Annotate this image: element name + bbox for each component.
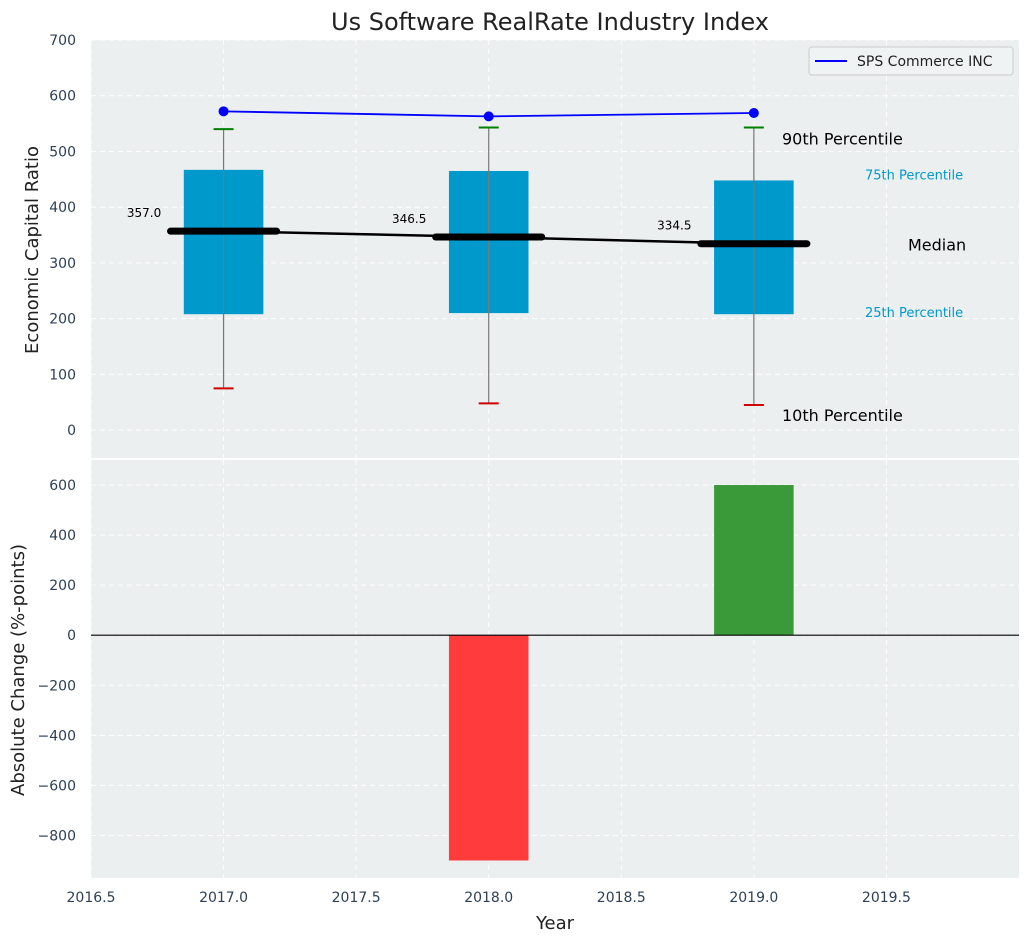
box-plots: 357.0 346.5 334.5 xyxy=(127,126,811,407)
x-tick-label: 2017.5 xyxy=(332,890,381,906)
bottom-y-ticks: −800 −600 −400 −200 0 200 400 600 xyxy=(38,478,76,844)
chart-title: Us Software RealRate Industry Index xyxy=(331,8,769,36)
company-series xyxy=(218,106,759,122)
top-y-tick-label: 0 xyxy=(67,423,76,439)
top-y-tick-label: 200 xyxy=(49,312,76,328)
top-panel: 0 100 200 300 400 500 600 700 357.0 346.5 334.5 9… xyxy=(22,33,1019,458)
annotation-median: Median xyxy=(908,236,966,255)
x-tick-label: 2018.5 xyxy=(597,890,646,906)
legend-label: SPS Commerce INC xyxy=(857,54,993,70)
bottom-y-axis-label: Absolute Change (%-points) xyxy=(8,544,29,796)
median-value-label: 346.5 xyxy=(392,212,426,226)
x-tick-label: 2018.0 xyxy=(464,890,513,906)
x-tick-label: 2017.0 xyxy=(199,890,248,906)
bottom-y-tick-label: −600 xyxy=(38,778,76,794)
x-tick-label: 2016.5 xyxy=(67,890,116,906)
change-bar-2018 xyxy=(448,635,529,861)
median-value-label: 334.5 xyxy=(657,219,691,233)
legend: SPS Commerce INC xyxy=(808,46,1014,76)
x-tick-label: 2019.5 xyxy=(862,890,911,906)
bottom-y-tick-label: −400 xyxy=(38,728,76,744)
change-bar-2019 xyxy=(714,485,794,636)
median-value-label: 357.0 xyxy=(127,206,161,220)
top-gridlines xyxy=(90,39,1019,458)
x-axis-label: Year xyxy=(535,913,575,934)
bottom-y-tick-label: 0 xyxy=(67,628,76,644)
box-2019: 334.5 xyxy=(657,126,811,407)
x-tick-label: 2019.0 xyxy=(729,890,778,906)
annotation-p75: 75th Percentile xyxy=(865,168,963,183)
annotation-p25: 25th Percentile xyxy=(865,306,963,321)
bottom-y-tick-label: 600 xyxy=(49,478,76,494)
top-y-tick-label: 500 xyxy=(49,144,76,160)
top-y-axis-label: Economic Capital Ratio xyxy=(22,146,43,354)
bottom-y-tick-label: −200 xyxy=(38,678,76,694)
annotation-p10: 10th Percentile xyxy=(782,406,903,425)
company-series-point xyxy=(483,111,494,122)
bottom-y-tick-label: −800 xyxy=(38,828,76,844)
bottom-y-tick-label: 400 xyxy=(49,528,76,544)
median-trend xyxy=(223,229,754,245)
top-y-ticks: 0 100 200 300 400 500 600 700 xyxy=(49,33,76,439)
top-y-tick-label: 100 xyxy=(49,367,76,383)
annotation-p90: 90th Percentile xyxy=(782,130,903,149)
change-bars xyxy=(448,485,794,861)
company-series-point xyxy=(218,106,229,117)
top-y-tick-label: 300 xyxy=(49,256,76,272)
bottom-y-tick-label: 200 xyxy=(49,578,76,594)
percentile-annotations: 90th Percentile 75th Percentile Median 2… xyxy=(782,130,966,426)
median-trend-line xyxy=(223,229,754,245)
bottom-plot-background xyxy=(91,460,1019,878)
top-y-tick-label: 400 xyxy=(49,200,76,216)
top-y-tick-label: 700 xyxy=(49,33,76,49)
legend-box xyxy=(808,46,1014,76)
top-y-tick-label: 600 xyxy=(49,89,76,105)
x-ticks: 2016.5 2017.0 2017.5 2018.0 2018.5 2019.0 2019… xyxy=(67,890,911,906)
company-series-point xyxy=(748,108,759,119)
